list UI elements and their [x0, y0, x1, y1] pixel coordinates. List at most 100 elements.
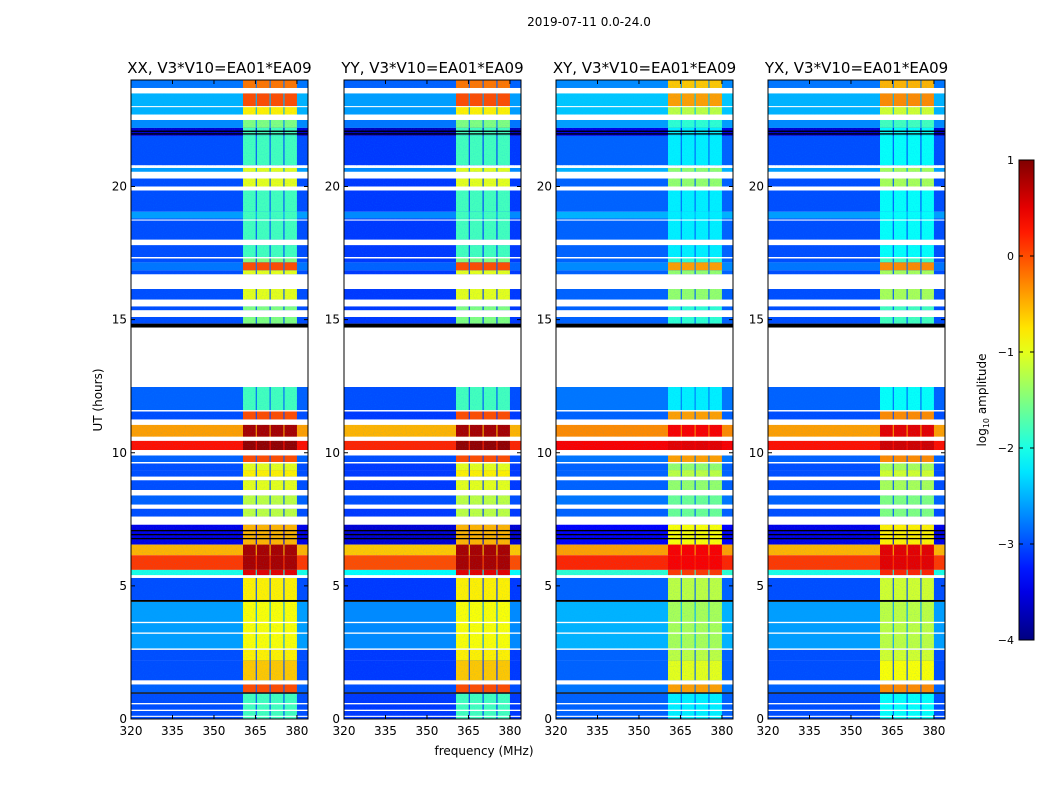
- colorbar-tick-label: −1: [998, 346, 1014, 359]
- flagged-interval: [344, 219, 521, 221]
- flagged-interval: [768, 632, 945, 634]
- flagged-interval: [344, 114, 521, 120]
- flagged-interval: [768, 504, 945, 509]
- flagged-interval: [344, 529, 521, 532]
- flagged-interval: [344, 680, 521, 685]
- flagged-interval: [344, 516, 521, 525]
- flagged-interval: [556, 171, 733, 179]
- axes-frame: [343, 79, 522, 720]
- flagged-interval: [768, 599, 945, 602]
- x-tick-label: 365: [457, 724, 480, 738]
- colorbar-label-main: log: [975, 428, 989, 446]
- flagged-interval: [768, 703, 945, 705]
- flagged-interval: [556, 575, 733, 578]
- y-tick-label: 5: [119, 579, 127, 593]
- flagged-interval: [556, 327, 733, 387]
- flagged-interval: [344, 327, 521, 387]
- panel-title: YX, V3*V10=EA01*EA09: [764, 59, 948, 77]
- flagged-interval: [131, 516, 308, 525]
- flagged-interval: [131, 130, 308, 132]
- colorbar-tick-label: 1: [1007, 154, 1014, 167]
- flagged-interval: [768, 219, 945, 221]
- flagged-interval: [768, 462, 945, 464]
- y-tick-label: 20: [749, 180, 764, 194]
- panel-1: YY, V3*V10=EA01*EA09 320 335 350 365 380 0 5 10 1…: [325, 59, 524, 738]
- flagged-interval: [556, 166, 733, 168]
- panel-title: XX, V3*V10=EA01*EA09: [127, 59, 311, 77]
- flagged-interval: [768, 709, 945, 712]
- flagged-interval: [556, 450, 733, 456]
- flagged-interval: [131, 533, 308, 536]
- flagged-interval: [131, 476, 308, 481]
- flagged-interval: [768, 257, 945, 259]
- flagged-interval: [768, 529, 945, 532]
- flagged-interval: [344, 575, 521, 578]
- flagged-interval: [768, 114, 945, 120]
- flagged-interval: [768, 715, 945, 717]
- flagged-interval: [556, 680, 733, 685]
- flagged-interval: [131, 274, 308, 290]
- x-tick-label: 320: [545, 724, 568, 738]
- flagged-interval: [131, 692, 308, 694]
- flagged-interval: [344, 632, 521, 634]
- flagged-interval: [344, 310, 521, 317]
- flagged-interval: [556, 599, 733, 602]
- flagged-interval: [556, 323, 733, 328]
- x-tick-label: 335: [586, 724, 609, 738]
- y-tick-label: 15: [325, 313, 340, 327]
- flagged-interval: [131, 715, 308, 717]
- flagged-interval: [131, 106, 308, 108]
- y-tick-label: 5: [544, 579, 552, 593]
- flagged-interval: [556, 257, 733, 259]
- x-tick-label: 335: [374, 724, 397, 738]
- colorbar-tick-label: −2: [998, 442, 1014, 455]
- flagged-interval: [131, 166, 308, 168]
- flagged-interval: [344, 171, 521, 179]
- flagged-interval: [556, 133, 733, 135]
- panel-2: XY, V3*V10=EA01*EA09 320 335 350 365 380 0 5 10 1…: [537, 59, 736, 738]
- flagged-interval: [131, 537, 308, 540]
- flagged-interval: [344, 436, 521, 441]
- colorbar-label-rest: amplitude: [975, 354, 989, 418]
- flagged-interval: [131, 186, 308, 191]
- flagged-interval: [344, 537, 521, 540]
- flagged-interval: [344, 133, 521, 135]
- flagged-interval: [344, 715, 521, 717]
- flagged-interval: [344, 106, 521, 108]
- x-tick-label: 350: [416, 724, 439, 738]
- flagged-interval: [556, 462, 733, 464]
- x-axis-label: frequency (MHz): [434, 744, 533, 758]
- x-tick-label: 380: [498, 724, 521, 738]
- flagged-interval: [131, 257, 308, 259]
- flagged-interval: [768, 490, 945, 496]
- y-tick-label: 0: [332, 712, 340, 726]
- flagged-interval: [556, 87, 733, 94]
- flagged-interval: [556, 632, 733, 634]
- flagged-interval: [556, 490, 733, 496]
- flagged-interval: [768, 166, 945, 168]
- y-tick-label: 5: [756, 579, 764, 593]
- flagged-interval: [556, 310, 733, 317]
- axes-frame: [767, 79, 946, 720]
- figure-title: 2019-07-11 0.0-24.0: [527, 15, 651, 29]
- flagged-interval: [556, 186, 733, 191]
- flagged-interval: [344, 410, 521, 412]
- x-tick-label: 365: [244, 724, 267, 738]
- flagged-interval: [131, 575, 308, 578]
- y-tick-label: 10: [537, 446, 552, 460]
- flagged-interval: [131, 87, 308, 94]
- flagged-interval: [344, 257, 521, 259]
- flagged-interval: [768, 419, 945, 425]
- x-tick-label: 320: [757, 724, 780, 738]
- flagged-interval: [131, 709, 308, 712]
- colorbar-tick-label: 0: [1007, 250, 1014, 263]
- flagged-interval: [344, 476, 521, 481]
- flagged-interval: [768, 310, 945, 317]
- flagged-interval: [344, 87, 521, 94]
- x-tick-label: 320: [333, 724, 356, 738]
- flagged-interval: [344, 599, 521, 602]
- flagged-interval: [344, 299, 521, 307]
- flagged-interval: [344, 490, 521, 496]
- colorbar-label-subscript: 10: [982, 418, 991, 428]
- flagged-interval: [768, 680, 945, 685]
